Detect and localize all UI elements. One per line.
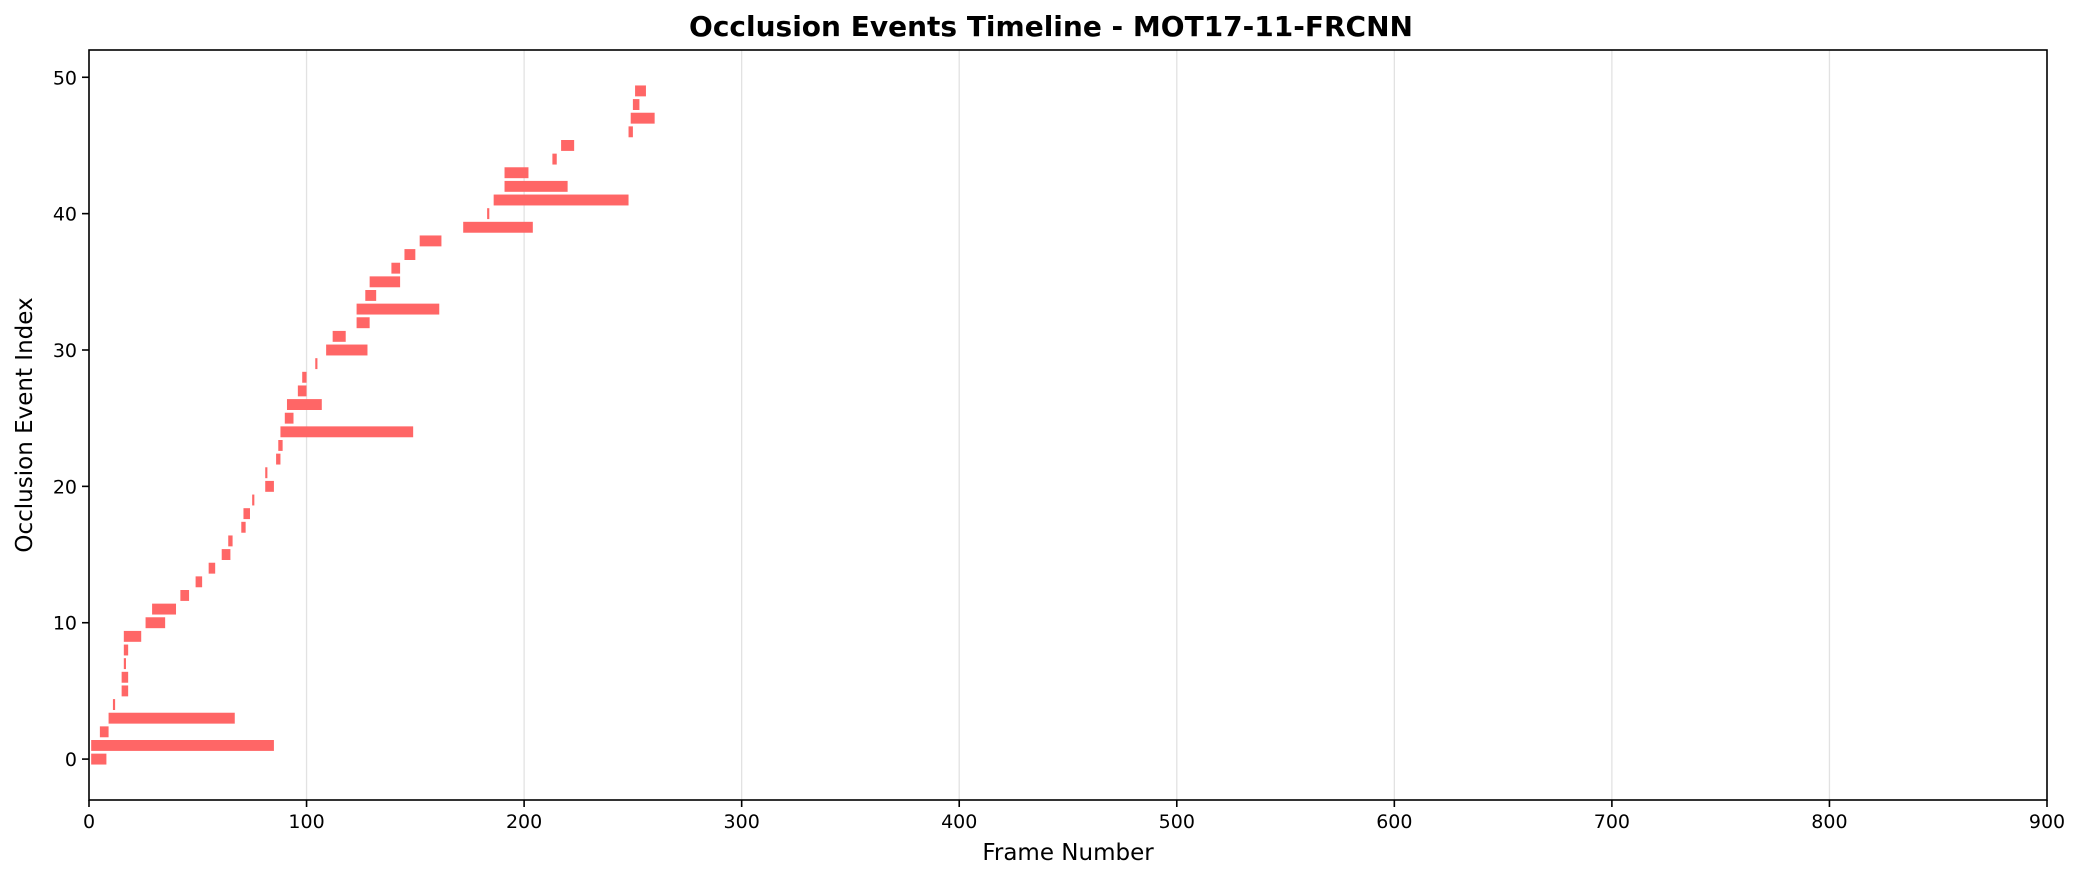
- x-tick-label: 200: [506, 811, 542, 833]
- occlusion-event-bar: [286, 399, 322, 410]
- occlusion-event-bar: [487, 208, 490, 220]
- y-tick-label: 0: [65, 749, 77, 771]
- occlusion-event-bar: [278, 440, 283, 451]
- occlusion-event-bar: [121, 685, 129, 697]
- occlusion-event-bar: [632, 99, 640, 110]
- occlusion-event-bar: [356, 303, 440, 315]
- x-tick-label: 800: [1811, 811, 1847, 833]
- occlusion-event-bar: [332, 330, 346, 342]
- x-tick-label: 400: [941, 811, 977, 833]
- occlusion-event-bar: [123, 630, 142, 642]
- occlusion-event-bar: [243, 508, 250, 520]
- occlusion-event-bar: [180, 590, 190, 601]
- occlusion-event-bar: [91, 740, 274, 751]
- occlusion-event-bar: [419, 235, 442, 247]
- occlusion-event-bar: [630, 112, 655, 124]
- x-tick-label: 100: [288, 811, 324, 833]
- chart-title: Occlusion Events Timeline - MOT17-11-FRC…: [689, 10, 1413, 43]
- x-axis-ticks: 0 100 200 300 400 500 600 700 800 900: [83, 800, 2065, 833]
- occlusion-event-bar: [404, 249, 416, 260]
- y-tick-label: 40: [53, 204, 77, 226]
- occlusion-event-bar: [356, 317, 370, 329]
- occlusion-event-bar: [365, 290, 377, 301]
- x-tick-label: 600: [1376, 811, 1412, 833]
- occlusion-event-bar: [635, 85, 646, 97]
- occlusion-event-bar: [493, 194, 629, 206]
- occlusion-event-bar: [315, 358, 318, 370]
- y-tick-label: 50: [53, 67, 77, 89]
- occlusion-event-bar: [280, 426, 414, 438]
- y-axis-ticks: 0 10 20 30 40 50: [53, 67, 89, 771]
- occlusion-event-bar: [145, 617, 166, 629]
- occlusion-event-bar: [241, 521, 246, 533]
- occlusion-event-bar: [123, 644, 129, 656]
- occlusion-event-bar: [152, 603, 177, 615]
- y-axis-label: Occlusion Event Index: [12, 297, 38, 552]
- occlusion-event-bar: [284, 412, 294, 424]
- x-tick-label: 300: [724, 811, 760, 833]
- plot-area-frame: [88, 49, 2048, 801]
- occlusion-event-bar: [208, 562, 216, 574]
- gridlines: [305, 50, 1831, 800]
- occlusion-event-bar: [112, 699, 116, 710]
- x-tick-label: 700: [1594, 811, 1630, 833]
- occlusion-event-bar: [504, 180, 568, 192]
- occlusion-event-bar: [628, 126, 633, 138]
- occlusion-event-bar: [561, 140, 575, 151]
- occlusion-event-bar: [326, 344, 368, 356]
- y-tick-label: 10: [53, 613, 77, 635]
- occlusion-event-bar: [463, 221, 533, 233]
- x-axis-label: Frame Number: [982, 840, 1154, 866]
- x-tick-label: 0: [83, 811, 95, 833]
- occlusion-event-bar: [228, 535, 233, 547]
- occlusion-event-bar: [302, 371, 307, 383]
- occlusion-event-bar: [265, 467, 268, 479]
- occlusion-event-bar: [265, 480, 274, 492]
- y-tick-label: 20: [53, 476, 77, 498]
- occlusion-event-bar: [91, 753, 107, 765]
- occlusion-event-bar: [552, 153, 557, 165]
- x-tick-label: 900: [2029, 811, 2065, 833]
- occlusion-event-bar: [504, 167, 529, 179]
- occlusion-event-bar: [391, 262, 401, 274]
- y-tick-label: 30: [53, 340, 77, 362]
- occlusion-event-bar: [108, 712, 235, 724]
- occlusion-event-bar: [297, 385, 307, 397]
- occlusion-event-bar: [99, 726, 109, 738]
- occlusion-event-bar: [276, 453, 281, 465]
- occlusion-event-bar: [369, 276, 401, 288]
- event-bars: [91, 85, 655, 765]
- occlusion-event-bar: [123, 658, 126, 670]
- occlusion-event-bar: [195, 576, 203, 588]
- occlusion-event-bar: [121, 671, 129, 683]
- occlusion-event-bar: [221, 549, 231, 560]
- x-tick-label: 500: [1159, 811, 1195, 833]
- occlusion-event-bar: [252, 494, 255, 506]
